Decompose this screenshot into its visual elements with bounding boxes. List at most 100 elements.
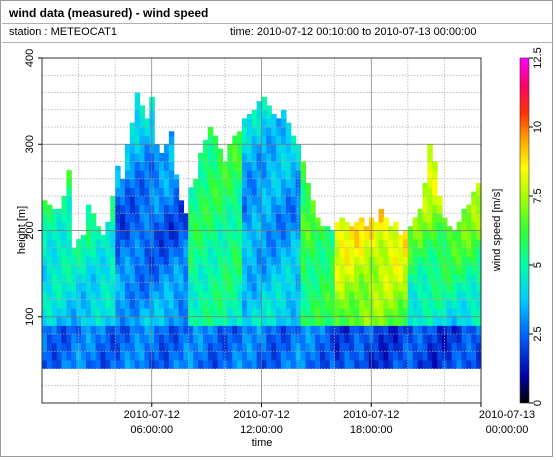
heatmap-cell <box>56 247 63 257</box>
heatmap-cell <box>393 282 399 292</box>
heatmap-cell <box>246 342 253 352</box>
heatmap-cell <box>432 316 438 326</box>
heatmap-cell <box>212 351 219 361</box>
heatmap-cell <box>246 273 253 283</box>
heatmap-cell <box>344 221 350 232</box>
heatmap-cell <box>159 221 165 232</box>
heatmap-cell <box>281 118 287 128</box>
heatmap-cell <box>129 299 136 309</box>
heatmap-cell <box>61 256 67 266</box>
heatmap-cell <box>46 359 53 370</box>
heatmap-cell <box>237 131 243 137</box>
heatmap-cell <box>261 316 267 326</box>
heatmap-cell <box>61 239 67 249</box>
heatmap-cell <box>124 230 131 240</box>
heatmap-cell <box>227 239 233 249</box>
heatmap-cell <box>290 135 297 145</box>
heatmap-cell <box>144 127 150 137</box>
heatmap-cell <box>212 230 219 240</box>
heatmap-cell <box>402 239 409 249</box>
heatmap-cell <box>154 221 160 232</box>
heatmap-cell <box>324 325 331 335</box>
heatmap-cell <box>134 256 141 266</box>
heatmap-cell <box>51 325 58 335</box>
heatmap-cell <box>378 359 385 370</box>
heatmap-cell <box>183 316 189 326</box>
heatmap-cell <box>461 247 467 257</box>
heatmap-cell <box>163 161 170 171</box>
heatmap-cell <box>232 213 238 223</box>
heatmap-cell <box>261 299 267 309</box>
heatmap-cell <box>417 351 424 361</box>
heatmap-cell <box>251 170 258 180</box>
heatmap-cell <box>349 290 355 301</box>
heatmap-cell <box>207 161 214 171</box>
heatmap-cell <box>168 161 175 171</box>
heatmap-cell <box>251 221 258 232</box>
heatmap-cell <box>232 239 238 249</box>
heatmap-cell <box>446 265 453 275</box>
heatmap-cell <box>349 273 355 283</box>
heatmap-cell <box>46 342 53 352</box>
heatmap-cell <box>173 256 180 266</box>
heatmap-cell <box>227 230 233 240</box>
heatmap-cell <box>163 196 170 206</box>
heatmap-cell <box>271 170 277 180</box>
heatmap-cell <box>388 239 394 249</box>
heatmap-cell <box>173 265 180 275</box>
heatmap-cell <box>407 316 414 326</box>
heatmap-cell <box>154 351 160 361</box>
heatmap-cell <box>144 221 150 232</box>
heatmap-cell <box>129 265 136 275</box>
heatmap-cell <box>398 273 404 283</box>
heatmap-cell <box>56 290 63 301</box>
heatmap-cell <box>46 299 53 309</box>
heatmap-cell <box>178 290 185 301</box>
heatmap-cell <box>198 247 204 257</box>
heatmap-cell <box>290 170 297 180</box>
heatmap-cell <box>363 334 370 344</box>
heatmap-cell <box>324 247 331 257</box>
heatmap-cell <box>139 299 146 309</box>
heatmap-cell <box>256 118 263 128</box>
heatmap-cell <box>42 282 48 292</box>
heatmap-cell <box>456 230 463 240</box>
heatmap-cell <box>85 265 92 275</box>
heatmap-cell <box>476 196 482 206</box>
heatmap-cell <box>388 334 394 344</box>
heatmap-cell <box>95 273 102 283</box>
heatmap-cell <box>124 265 131 275</box>
heatmap-cell <box>320 334 326 344</box>
heatmap-cell <box>324 282 331 292</box>
heatmap-cell <box>290 359 297 370</box>
heatmap-cell <box>402 247 409 257</box>
heatmap-cell <box>110 325 116 335</box>
heatmap-cell <box>241 351 248 361</box>
heatmap-cell <box>373 334 380 344</box>
heatmap-cell <box>217 230 224 240</box>
x-axis: 2010-07-1206:00:002010-07-1212:00:002010… <box>124 403 535 436</box>
time-range-label: time: 2010-07-12 00:10:00 to 2010-07-13 … <box>230 26 477 38</box>
heatmap-cell <box>315 299 321 309</box>
heatmap-cell <box>422 299 428 309</box>
heatmap-cell <box>105 256 111 266</box>
heatmap-cell <box>476 187 482 197</box>
colorbar-tick-label: 7.5 <box>532 188 544 203</box>
heatmap-cell <box>422 334 428 344</box>
heatmap-cell <box>295 170 302 180</box>
x-tick-label-date: 2010-07-12 <box>343 409 399 421</box>
heatmap-cell <box>388 265 394 275</box>
heatmap-cell <box>46 290 53 301</box>
heatmap-cell <box>437 316 443 326</box>
heatmap-cell <box>466 230 472 240</box>
heatmap-cell <box>81 239 87 249</box>
heatmap-cell <box>432 273 438 283</box>
heatmap-cell <box>471 282 477 292</box>
heatmap-cell <box>129 282 136 292</box>
heatmap-cell <box>441 256 448 266</box>
heatmap-cell <box>310 256 316 266</box>
heatmap-cell <box>188 247 194 257</box>
heatmap-cell <box>383 256 389 266</box>
heatmap-cell <box>66 239 72 249</box>
heatmap-cell <box>290 265 297 275</box>
